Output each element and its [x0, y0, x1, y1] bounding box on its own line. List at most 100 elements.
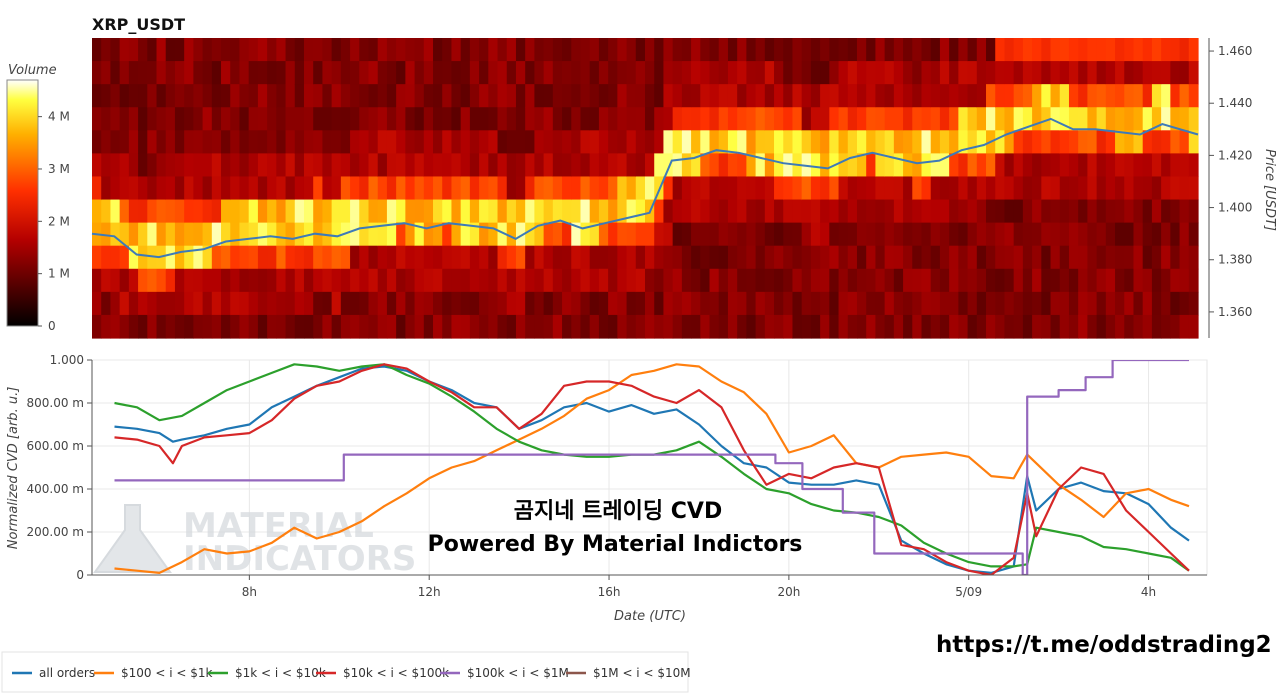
- heatmap-cell: [967, 84, 978, 108]
- heatmap-cell: [313, 176, 324, 201]
- heatmap-cell: [976, 38, 987, 62]
- heatmap-cell: [1004, 176, 1015, 201]
- heatmap-cell: [377, 130, 388, 154]
- heatmap-cell: [294, 291, 305, 316]
- heatmap-cell: [967, 130, 978, 154]
- heatmap-cell: [1151, 291, 1162, 316]
- heatmap-cell: [396, 199, 406, 224]
- heatmap-cell: [792, 222, 803, 247]
- heatmap-cell: [1059, 291, 1070, 316]
- heatmap-cell: [165, 291, 176, 316]
- heatmap-cell: [285, 199, 296, 224]
- heatmap-cell: [764, 38, 775, 62]
- heatmap-cell: [893, 84, 904, 108]
- heatmap-cell: [589, 291, 600, 316]
- heatmap-cell: [1059, 222, 1070, 247]
- cvd-x-ticks: 8h 12h 16h 20h 5/09 4h: [242, 575, 1156, 599]
- heatmap-cell: [580, 61, 591, 85]
- heatmap-cell: [414, 107, 425, 131]
- heatmap-cell: [386, 61, 397, 85]
- heatmap-cell: [838, 130, 849, 154]
- heatmap-cell: [1105, 107, 1116, 131]
- heatmap-cell: [193, 222, 204, 247]
- heatmap-cell: [433, 84, 443, 108]
- heatmap-cell: [709, 153, 720, 178]
- heatmap-cell: [313, 153, 324, 178]
- heatmap-cell: [101, 107, 112, 131]
- heatmap-cell: [257, 84, 268, 108]
- heatmap-cell: [303, 291, 314, 316]
- heatmap-cell: [433, 176, 443, 201]
- heatmap-cell: [396, 38, 406, 62]
- heatmap-cell: [525, 153, 535, 178]
- heatmap-cell: [783, 314, 794, 339]
- heatmap-cell: [866, 199, 877, 224]
- heatmap-cell: [700, 61, 711, 85]
- heatmap-cell: [276, 38, 287, 62]
- heatmap-cell: [580, 176, 591, 201]
- heatmap-cell: [433, 153, 443, 178]
- heatmap-cell: [101, 84, 112, 108]
- heatmap-cell: [1142, 61, 1153, 85]
- heatmap-cell: [645, 222, 655, 247]
- heatmap-cell: [866, 176, 877, 201]
- heatmap-cell: [202, 314, 213, 339]
- heatmap-cell: [202, 291, 213, 316]
- telegram-link[interactable]: https://t.me/oddstrading2: [936, 632, 1272, 658]
- heatmap-cell: [414, 130, 425, 154]
- heatmap-cell: [1179, 245, 1190, 270]
- heatmap-cell: [1013, 222, 1024, 247]
- heatmap-cell: [294, 222, 305, 247]
- heatmap-cell: [838, 314, 849, 339]
- price-tick-label: 1.420: [1218, 148, 1252, 162]
- heatmap-cell: [285, 130, 296, 154]
- heatmap-cell: [1050, 107, 1061, 131]
- heatmap-cell: [433, 38, 443, 62]
- heatmap-cell: [1078, 268, 1088, 293]
- heatmap-cell: [847, 222, 858, 247]
- heatmap-cell: [635, 130, 646, 154]
- heatmap-cell: [488, 153, 499, 178]
- heatmap-cell: [801, 245, 812, 270]
- heatmap-cell: [442, 84, 453, 108]
- heatmap-cell: [442, 314, 453, 339]
- heatmap-cell: [930, 222, 941, 247]
- heatmap-cell: [405, 38, 416, 62]
- heatmap-cell: [156, 291, 167, 316]
- cvd-x-tick-label: 5/09: [955, 585, 982, 599]
- heatmap-cell: [903, 84, 913, 108]
- heatmap-cell: [608, 176, 618, 201]
- heatmap-cell: [958, 314, 969, 339]
- heatmap-cell: [737, 176, 747, 201]
- heatmap-cell: [801, 199, 812, 224]
- heatmap-cell: [239, 222, 250, 247]
- heatmap-cell: [1068, 61, 1079, 85]
- heatmap-cell: [691, 176, 701, 201]
- heatmap-cell: [949, 61, 959, 85]
- heatmap-cell: [681, 268, 692, 293]
- heatmap-cell: [368, 176, 379, 201]
- heatmap-cell: [377, 61, 388, 85]
- heatmap-cell: [746, 314, 757, 339]
- heatmap-cell: [893, 176, 904, 201]
- heatmap-cell: [580, 153, 591, 178]
- heatmap-cell: [986, 245, 996, 270]
- heatmap-cell: [912, 84, 923, 108]
- heatmap-cell: [829, 245, 840, 270]
- heatmap-cell: [903, 268, 913, 293]
- heatmap-cell: [119, 268, 130, 293]
- heatmap-cell: [672, 199, 683, 224]
- heatmap-cell: [783, 222, 794, 247]
- heatmap-cell: [543, 61, 554, 85]
- heatmap-cell: [193, 314, 204, 339]
- heatmap-cell: [221, 84, 231, 108]
- heatmap-cell: [893, 130, 904, 154]
- heatmap-cell: [995, 107, 1006, 131]
- heatmap-cell: [589, 84, 600, 108]
- heatmap-cell: [847, 176, 858, 201]
- heatmap-cell: [635, 268, 646, 293]
- heatmap-cell: [1179, 61, 1190, 85]
- heatmap-cell: [350, 130, 360, 154]
- heatmap-cell: [110, 199, 121, 224]
- heatmap-cell: [1124, 245, 1135, 270]
